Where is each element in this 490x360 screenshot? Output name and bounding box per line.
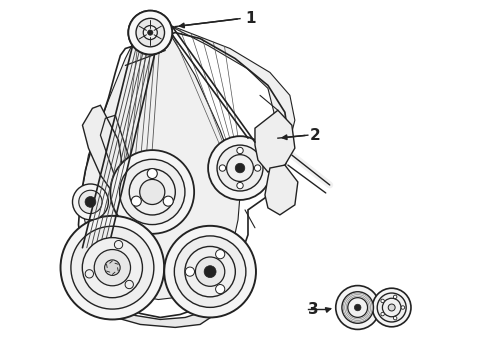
Text: 2: 2 xyxy=(310,128,320,143)
Circle shape xyxy=(381,299,384,303)
Circle shape xyxy=(71,226,154,309)
Circle shape xyxy=(174,236,246,307)
Circle shape xyxy=(237,183,243,189)
Circle shape xyxy=(348,298,368,318)
Circle shape xyxy=(393,316,397,320)
Circle shape xyxy=(73,184,108,220)
Circle shape xyxy=(185,267,195,276)
Circle shape xyxy=(104,260,120,275)
Circle shape xyxy=(381,312,384,316)
Circle shape xyxy=(254,165,261,171)
Polygon shape xyxy=(82,21,240,300)
Circle shape xyxy=(377,293,406,322)
Circle shape xyxy=(82,238,143,298)
Circle shape xyxy=(128,11,172,54)
Circle shape xyxy=(147,30,153,35)
Circle shape xyxy=(131,196,141,206)
Circle shape xyxy=(136,18,165,47)
Text: 3: 3 xyxy=(308,302,319,317)
Circle shape xyxy=(237,147,243,154)
Circle shape xyxy=(85,197,96,207)
Circle shape xyxy=(219,165,226,171)
Circle shape xyxy=(382,298,401,317)
Circle shape xyxy=(79,190,102,213)
Circle shape xyxy=(388,304,395,311)
Circle shape xyxy=(216,284,225,294)
Circle shape xyxy=(196,257,225,286)
Circle shape xyxy=(164,226,256,318)
Circle shape xyxy=(163,196,173,206)
Circle shape xyxy=(140,179,165,204)
Circle shape xyxy=(185,247,235,297)
Circle shape xyxy=(147,168,157,179)
Polygon shape xyxy=(105,307,215,328)
Circle shape xyxy=(204,266,216,278)
Circle shape xyxy=(393,295,397,298)
Polygon shape xyxy=(82,105,125,195)
Text: 1: 1 xyxy=(245,11,255,26)
Circle shape xyxy=(110,150,194,234)
Circle shape xyxy=(372,288,411,327)
Circle shape xyxy=(120,159,185,225)
Circle shape xyxy=(226,155,253,181)
Circle shape xyxy=(401,306,405,309)
Circle shape xyxy=(342,292,373,323)
Circle shape xyxy=(129,169,175,215)
Circle shape xyxy=(208,136,272,200)
Circle shape xyxy=(94,249,130,286)
Circle shape xyxy=(216,249,225,259)
Circle shape xyxy=(143,26,157,40)
Circle shape xyxy=(354,304,361,311)
Circle shape xyxy=(136,18,165,47)
Circle shape xyxy=(217,145,263,191)
Circle shape xyxy=(147,30,153,35)
Circle shape xyxy=(143,26,157,40)
Circle shape xyxy=(61,216,164,319)
Polygon shape xyxy=(163,23,295,195)
Circle shape xyxy=(128,11,172,54)
Polygon shape xyxy=(265,165,298,215)
Polygon shape xyxy=(255,110,295,172)
Circle shape xyxy=(336,285,380,329)
Circle shape xyxy=(235,163,245,173)
